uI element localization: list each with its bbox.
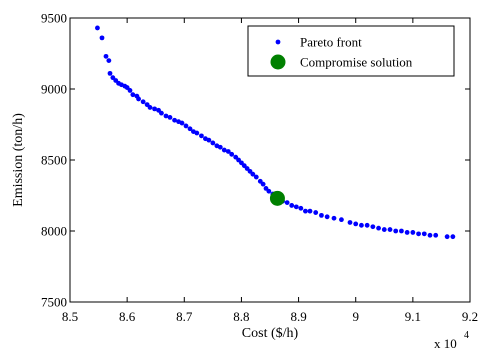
pareto-front-point [260, 181, 266, 187]
pareto-front-point [199, 133, 204, 139]
pareto-front-point [107, 70, 113, 76]
pareto-front-point [450, 234, 456, 240]
pareto-front-point [206, 137, 212, 143]
pareto-front-point [410, 230, 416, 235]
pareto-front-point [172, 117, 177, 123]
pareto-front-point [163, 113, 169, 119]
pareto-front-point [387, 227, 393, 232]
pareto-front-point [416, 231, 421, 237]
pareto-front-point [194, 130, 200, 136]
pareto-front-point [370, 224, 376, 230]
pareto-front-point [324, 214, 330, 220]
y-tick-label: 8500 [41, 153, 67, 168]
pareto-front-point [179, 120, 185, 126]
x-tick-label: 8.7 [176, 309, 193, 324]
pareto-front-point [183, 123, 189, 129]
y-axis-ticks: 7500 8000 8500 9000 9500 [41, 11, 470, 310]
pareto-front-point [103, 53, 109, 59]
pareto-front-point [210, 140, 216, 146]
x-tick-label: 9.2 [462, 309, 478, 324]
pareto-front-point [331, 215, 337, 221]
pareto-front-point [217, 144, 223, 150]
pareto-front-point [225, 149, 231, 154]
pareto-front-point [427, 232, 433, 238]
y-axis-label: Emission (ton/h) [11, 113, 26, 207]
pareto-front-point [152, 106, 157, 112]
pareto-front-point [347, 220, 353, 225]
x-tick-label: 9.1 [405, 309, 421, 324]
pareto-front-point [250, 171, 256, 177]
pareto-front-point [444, 234, 450, 240]
pareto-front-point [284, 200, 290, 206]
x-tick-label: 8.8 [233, 309, 249, 324]
plot-marks [95, 25, 456, 240]
y-tick-label: 9500 [41, 11, 67, 26]
pareto-front-point [298, 205, 304, 211]
pareto-front-point [229, 151, 235, 157]
pareto-front-point [339, 217, 344, 223]
pareto-front-point [404, 230, 410, 235]
pareto-front-point [95, 25, 100, 31]
x-tick-label: 8.6 [119, 309, 136, 324]
pareto-front-point [303, 208, 308, 214]
pareto-front-point [353, 221, 359, 227]
x-axis-multiplier: x 10 4 [434, 330, 469, 349]
pareto-front-point [99, 35, 105, 41]
pareto-front-point [187, 126, 193, 132]
x-tick-label: 9 [352, 309, 359, 324]
pareto-front-point [127, 88, 133, 93]
pareto-front-point [376, 225, 381, 231]
x-tick-label: 8.5 [62, 309, 78, 324]
y-tick-label: 7500 [41, 295, 67, 310]
x-axis-ticks: 8.5 8.6 8.7 8.8 8.9 9 9.1 9.2 [62, 18, 478, 324]
y-tick-label: 9000 [41, 82, 67, 97]
pareto-front-point [359, 222, 364, 228]
pareto-front-point [399, 228, 404, 234]
pareto-front-point [313, 210, 319, 215]
legend-label-compromise-solution: Compromise solution [300, 55, 413, 70]
pareto-front-point [147, 105, 153, 110]
pareto-front-point [433, 232, 439, 238]
pareto-front-point [136, 96, 141, 102]
pareto-front-point [393, 228, 399, 234]
pareto-front-point [253, 174, 259, 180]
legend-label-pareto-front: Pareto front [300, 35, 362, 50]
pareto-front-point [319, 212, 324, 218]
pareto-front-point [307, 208, 313, 214]
pareto-front-point [167, 115, 173, 120]
pareto-front-point [159, 110, 164, 116]
pareto-front-point [140, 99, 146, 105]
pareto-front-point [293, 204, 299, 210]
pareto-front-point [289, 203, 295, 208]
legend-marker-pareto-front [275, 39, 281, 45]
y-tick-label: 8000 [41, 224, 67, 239]
legend-marker-compromise-solution [270, 54, 286, 70]
pareto-front-point [421, 231, 427, 237]
pareto-front-point [381, 227, 387, 232]
pareto-front-point [364, 222, 370, 228]
pareto-front-point [266, 188, 272, 194]
legend: Pareto front Compromise solution [247, 25, 455, 77]
x-tick-label: 8.9 [290, 309, 306, 324]
x-axis-multiplier-base: x 10 [434, 336, 457, 349]
pareto-front-point [106, 58, 112, 63]
x-axis-multiplier-exponent: 4 [464, 330, 469, 341]
compromise-solution-point [269, 190, 285, 206]
x-axis-label: Cost ($/h) [242, 326, 299, 341]
pareto-front-point [130, 92, 136, 98]
pareto-front-point [221, 147, 227, 153]
